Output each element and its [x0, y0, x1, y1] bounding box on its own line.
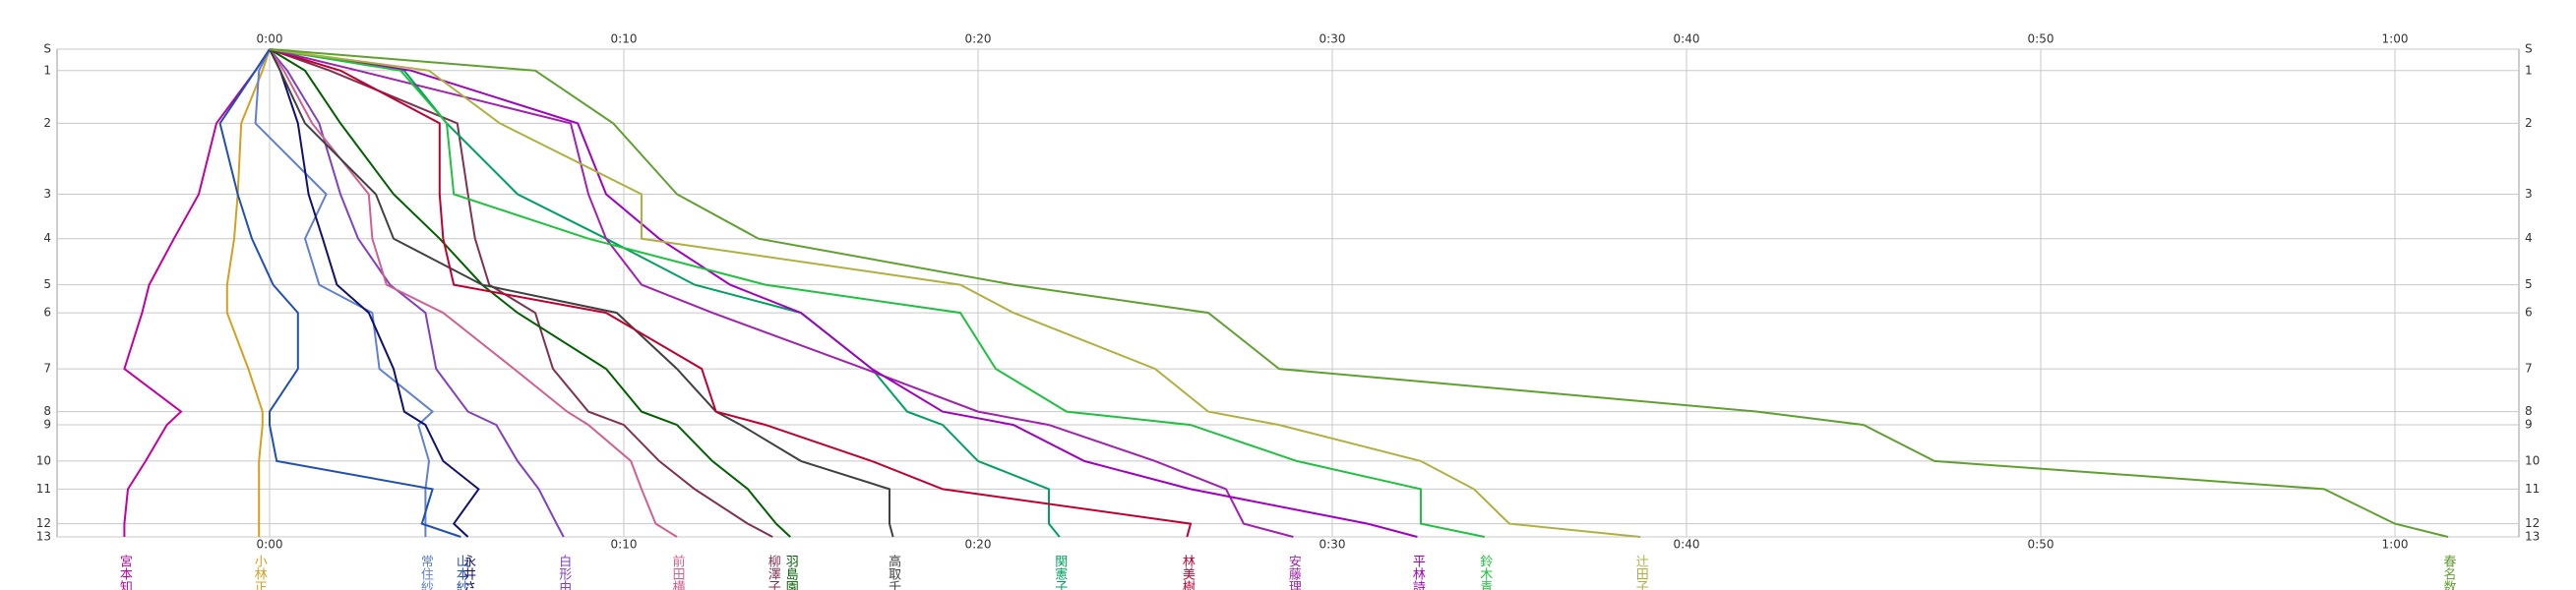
runner-name: 白形由: [556, 554, 572, 590]
runner-line: [218, 48, 461, 538]
y-tick-label: 6: [43, 306, 51, 320]
runner-name: 安藤理: [1286, 555, 1302, 590]
y-tick-label: 12: [36, 516, 51, 530]
runner-line: [269, 48, 1641, 538]
runner-name: 春名数: [2441, 555, 2457, 590]
y-tick-label: 1: [2525, 63, 2533, 77]
y-tick-label: 3: [2525, 187, 2533, 201]
y-tick-label: 12: [2525, 516, 2540, 530]
runner-name: 林美樹: [1180, 555, 1196, 590]
runner-line: [269, 48, 678, 538]
runner-name: 山本紗: [454, 555, 469, 590]
runner-name: 鈴木青: [1477, 555, 1493, 590]
runner-line: [254, 48, 435, 537]
runner-name: 平林詩: [1410, 555, 1426, 590]
y-tick-label: 2: [43, 116, 51, 130]
runner-name: 関憲子: [1052, 555, 1068, 590]
y-tick-label: 4: [2525, 231, 2533, 245]
y-tick-label: 7: [2525, 362, 2533, 376]
runner-line: [269, 48, 894, 538]
y-tick-label: 10: [36, 453, 51, 467]
y-tick-label: 10: [2525, 453, 2540, 467]
x-tick-label: 0:00: [257, 538, 283, 552]
runner-line: [269, 48, 791, 538]
x-tick-label: 0:20: [965, 538, 992, 552]
runner-name: 前田横: [670, 554, 686, 590]
y-tick-label: S: [43, 42, 51, 56]
runner-name: 辻田子: [1633, 555, 1649, 590]
y-tick-label: 7: [43, 362, 51, 376]
x-tick-label: 0:40: [1674, 538, 1700, 552]
x-tick-label: 0:30: [1319, 32, 1346, 46]
runner-line: [225, 48, 271, 537]
runner-name: 永井さ: [460, 555, 476, 590]
y-tick-label: 2: [2525, 116, 2533, 130]
runner-line: [123, 48, 271, 537]
runner-name: 常住紗: [418, 555, 434, 590]
runner-line: [269, 48, 480, 538]
y-tick-label: 9: [2525, 418, 2533, 432]
y-tick-label: 13: [36, 530, 51, 544]
y-tick-label: 8: [2525, 404, 2533, 418]
x-tick-label: 0:00: [257, 32, 283, 46]
runner-line: [269, 48, 1193, 538]
x-tick-label: 0:20: [965, 32, 992, 46]
runner-line: [269, 48, 1294, 538]
runner-name: 宮本知: [117, 554, 132, 590]
plot-area: [56, 48, 2520, 538]
x-tick-label: 0:10: [611, 538, 638, 552]
y-tick-label: 5: [2525, 277, 2533, 291]
runner-name: 羽島園: [783, 555, 799, 590]
runner-name: 高取千: [886, 554, 901, 590]
x-tick-label: 0:50: [2028, 32, 2055, 46]
x-tick-label: 0:50: [2028, 538, 2055, 552]
runner-line: [269, 48, 1486, 538]
y-tick-label: 4: [43, 231, 51, 245]
x-tick-label: 0:30: [1319, 538, 1346, 552]
y-tick-label: 1: [43, 63, 51, 77]
y-tick-label: 11: [36, 482, 51, 496]
runner-line: [269, 48, 2449, 538]
runner-line: [269, 48, 1418, 538]
runner-name: 柳澤子: [766, 555, 781, 590]
runner-name: 小林正: [252, 555, 268, 590]
y-tick-label: 5: [43, 277, 51, 291]
y-tick-label: 6: [2525, 306, 2533, 320]
x-tick-label: 0:10: [611, 32, 638, 46]
y-tick-label: 3: [43, 187, 51, 201]
x-tick-label: 1:00: [2382, 538, 2409, 552]
x-tick-label: 0:40: [1674, 32, 1700, 46]
y-tick-label: 9: [43, 418, 51, 432]
y-tick-label: 8: [43, 404, 51, 418]
y-tick-label: 13: [2525, 530, 2540, 544]
y-tick-label: 11: [2525, 482, 2540, 496]
x-tick-label: 1:00: [2382, 32, 2409, 46]
y-tick-label: S: [2525, 42, 2533, 56]
